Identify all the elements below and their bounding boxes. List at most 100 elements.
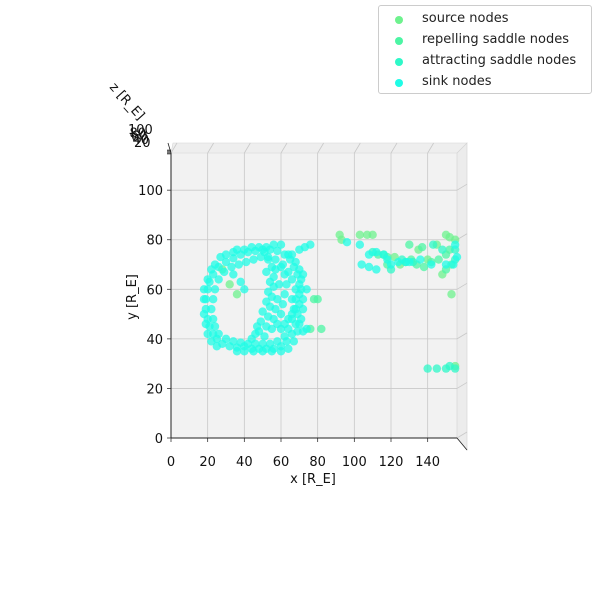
- data-point: [276, 347, 286, 356]
- data-point: [355, 240, 365, 249]
- legend-item: repelling saddle nodes: [379, 31, 591, 51]
- data-point: [428, 240, 438, 249]
- z-tick-label: 60: [131, 130, 148, 145]
- data-point: [405, 257, 414, 267]
- data-point: [262, 267, 271, 277]
- data-point: [229, 247, 238, 257]
- x-grid-line-top: [427, 142, 435, 154]
- legend-label: source nodes: [422, 11, 509, 26]
- data-point: [287, 275, 297, 284]
- data-point: [372, 247, 381, 257]
- data-point: [227, 262, 236, 272]
- data-point: [276, 309, 286, 319]
- y-axis-label: y [R_E]: [125, 274, 140, 320]
- data-point: [265, 339, 275, 349]
- data-point: [201, 319, 211, 329]
- data-point: [280, 332, 289, 341]
- data-point: [416, 255, 425, 264]
- data-point: [207, 337, 216, 346]
- x-tick-label: 80: [309, 455, 326, 470]
- y-tick-label: 100: [138, 184, 163, 199]
- data-point: [273, 246, 282, 256]
- y-tick-label: 20: [146, 382, 163, 397]
- data-point: [427, 260, 436, 269]
- data-point: [262, 297, 271, 306]
- data-point: [441, 260, 451, 269]
- data-point: [203, 329, 212, 339]
- data-point: [263, 287, 273, 296]
- data-point: [450, 240, 460, 249]
- data-point: [296, 275, 306, 284]
- data-point: [258, 347, 267, 356]
- data-point: [249, 255, 258, 264]
- data-point: [271, 265, 280, 274]
- data-point: [289, 337, 299, 346]
- x-grid-line-top: [390, 142, 398, 154]
- data-point: [280, 270, 289, 279]
- data-point: [282, 280, 291, 289]
- data-point: [265, 277, 275, 287]
- data-point: [247, 242, 256, 252]
- data-point: [263, 255, 273, 264]
- data-point: [221, 257, 231, 267]
- data-point: [309, 295, 319, 304]
- data-point: [445, 361, 454, 371]
- y-grid-line-side: [456, 431, 468, 439]
- legend-marker: [395, 58, 403, 66]
- data-point: [383, 255, 392, 264]
- data-point: [269, 314, 278, 324]
- data-point: [260, 332, 269, 341]
- legend-label: repelling saddle nodes: [422, 32, 569, 47]
- x-tick-label: 140: [415, 455, 440, 470]
- x-tick-label: 100: [342, 455, 367, 470]
- data-points: [199, 230, 462, 373]
- data-point: [432, 364, 442, 373]
- legend-marker: [395, 79, 403, 87]
- data-point: [298, 304, 308, 314]
- top-pane: [170, 142, 468, 154]
- data-point: [447, 290, 456, 299]
- legend-label: sink nodes: [422, 74, 492, 89]
- x-tick-label: 120: [379, 455, 404, 470]
- data-point: [210, 285, 220, 294]
- data-point: [269, 240, 278, 249]
- data-point: [291, 257, 300, 267]
- data-point: [278, 299, 288, 309]
- x-tick-label: 20: [199, 455, 216, 470]
- legend-marker: [395, 37, 403, 45]
- side-axis-line: [456, 437, 468, 451]
- legend-item: sink nodes: [379, 73, 591, 93]
- legend-item: attracting saddle nodes: [379, 52, 591, 72]
- data-point: [207, 304, 216, 314]
- z-axis-label: z [R_E]: [106, 80, 147, 123]
- data-point: [368, 230, 377, 239]
- data-point: [438, 245, 447, 254]
- x-grid-line-top: [317, 142, 325, 154]
- data-point: [372, 265, 381, 274]
- data-point: [417, 242, 427, 252]
- data-point: [214, 329, 223, 339]
- data-point: [199, 295, 209, 304]
- data-point: [293, 327, 302, 336]
- data-point: [236, 277, 245, 287]
- data-point: [419, 262, 429, 272]
- data-point: [208, 295, 218, 304]
- data-point: [434, 255, 443, 264]
- data-point: [296, 314, 306, 324]
- data-point: [364, 250, 374, 259]
- legend-item: source nodes: [379, 10, 591, 30]
- legend: source nodes repelling saddle nodes attrac…: [378, 5, 592, 94]
- data-point: [214, 275, 223, 284]
- data-point: [262, 242, 271, 252]
- grid-lines: [167, 142, 468, 442]
- data-point: [225, 280, 234, 289]
- data-point: [274, 280, 284, 289]
- y-grid-line-side: [456, 332, 468, 340]
- data-point: [254, 242, 264, 252]
- data-point: [232, 347, 242, 356]
- data-point: [212, 342, 222, 351]
- z-tick-label: 20: [134, 136, 151, 151]
- data-point: [296, 285, 306, 294]
- data-point: [258, 339, 267, 349]
- x-grid-line-top: [207, 142, 215, 154]
